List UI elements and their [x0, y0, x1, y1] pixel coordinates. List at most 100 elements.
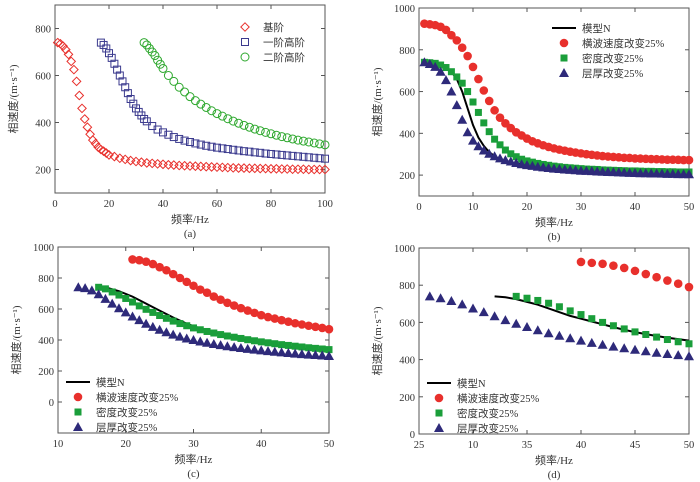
data-point [283, 348, 294, 358]
y-axis-label: 相速度/(m·s⁻¹) [370, 67, 384, 136]
data-point [588, 315, 596, 323]
data-point [86, 285, 97, 295]
data-point [174, 160, 185, 171]
data-point [446, 296, 457, 306]
data-point [52, 37, 63, 48]
data-point [66, 56, 77, 67]
data-point [457, 43, 467, 52]
data-point [452, 36, 462, 45]
data-point [464, 88, 472, 96]
data-point [229, 145, 238, 154]
data-point [234, 118, 244, 128]
data-point [462, 127, 473, 137]
data-point [153, 125, 162, 134]
data-point [181, 333, 192, 343]
data-point [565, 333, 576, 343]
data-point [98, 146, 109, 157]
data-point [303, 349, 314, 359]
data-point [325, 346, 333, 354]
x-tick-label: 40 [630, 202, 641, 213]
data-point [186, 138, 194, 147]
data-point [223, 298, 232, 308]
legend-marker [560, 54, 568, 62]
data-point [115, 291, 123, 299]
data-point [663, 276, 672, 285]
data-point [512, 292, 520, 300]
data-point [651, 347, 662, 357]
data-point [310, 350, 321, 360]
data-point [229, 301, 239, 310]
data-point [484, 148, 495, 158]
data-point [175, 273, 185, 283]
data-point [217, 162, 228, 173]
data-point [87, 135, 98, 146]
data-point [532, 325, 543, 335]
y-tick-label: 800 [35, 25, 51, 36]
data-point [222, 341, 233, 351]
data-point [120, 307, 131, 317]
data-point [474, 74, 483, 84]
data-point [518, 155, 526, 163]
series-3 [73, 282, 334, 360]
data-point [619, 343, 630, 353]
data-point [206, 162, 217, 172]
data-point [283, 151, 292, 160]
data-point [150, 51, 160, 61]
data-point [463, 51, 472, 61]
data-point [235, 343, 246, 353]
data-point [576, 335, 586, 345]
data-point [298, 136, 308, 146]
data-point [158, 63, 168, 73]
data-point [619, 263, 629, 273]
data-point [266, 163, 276, 174]
data-point [277, 150, 286, 159]
data-point [79, 114, 90, 124]
data-point [276, 347, 287, 357]
data-point [653, 333, 661, 341]
data-point [141, 318, 152, 328]
data-point [495, 113, 505, 122]
data-point [100, 293, 111, 303]
x-tick-label: 80 [266, 199, 277, 210]
data-point [148, 259, 158, 269]
data-point [58, 41, 69, 52]
data-point [630, 266, 640, 276]
data-point [543, 328, 554, 338]
data-point [311, 322, 320, 332]
data-point [250, 124, 260, 134]
data-point [77, 103, 87, 114]
data-point [244, 122, 254, 132]
data-point [474, 108, 482, 116]
data-point [324, 324, 334, 334]
legend-label: 横波速度改变25% [457, 392, 539, 405]
data-point [93, 289, 104, 299]
y-tick-label: 400 [399, 129, 415, 140]
data-point [163, 159, 174, 170]
legend-marker [73, 392, 83, 402]
data-point [599, 318, 607, 326]
data-point [250, 148, 259, 157]
data-point [110, 59, 119, 68]
data-point [80, 283, 91, 293]
y-tick-label: 0 [49, 398, 54, 409]
data-point [101, 285, 109, 293]
legend-marker [435, 409, 443, 417]
data-point [264, 339, 272, 347]
data-point [673, 279, 683, 289]
data-point [522, 322, 532, 332]
data-point [158, 159, 168, 170]
plot-frame [54, 4, 326, 194]
series-1 [576, 257, 694, 292]
data-point [180, 136, 189, 145]
data-point [458, 79, 466, 87]
x-tick-label: 40 [576, 440, 587, 451]
data-point [447, 30, 456, 40]
data-point [202, 141, 211, 150]
data-point [277, 315, 286, 325]
x-tick-label: 10 [468, 202, 479, 213]
data-point [122, 294, 130, 302]
data-point [642, 330, 650, 338]
data-point [478, 145, 489, 155]
data-point [168, 160, 179, 170]
data-point [212, 162, 222, 173]
